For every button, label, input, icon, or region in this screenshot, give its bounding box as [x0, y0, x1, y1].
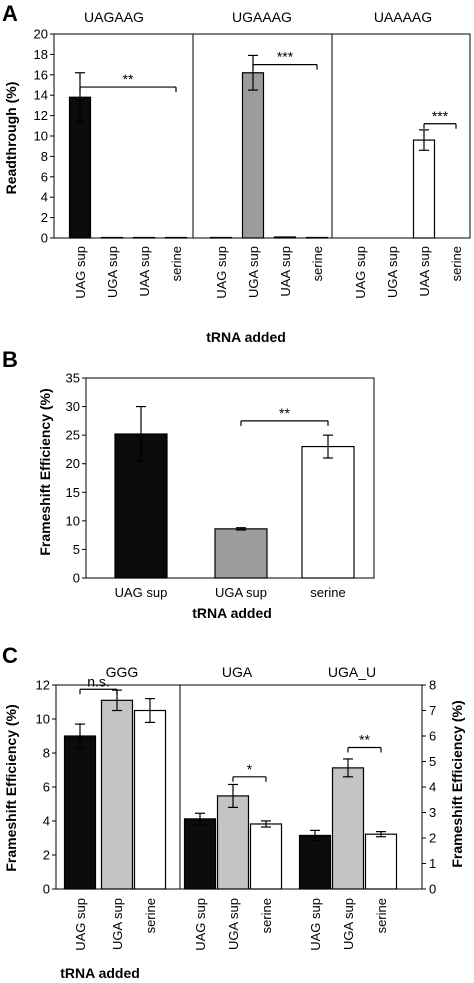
panel-a-sig-2-label: ***: [432, 108, 449, 124]
panel-c-title-ggg: GGG: [106, 664, 139, 680]
panel-c-title-uga: UGA: [222, 664, 253, 680]
panel-c-yr-tick-label-8: 8: [429, 678, 436, 693]
panel-a-xtick-0-2: UAA sup: [137, 246, 152, 297]
panel-a-y-tick-label-7: 14: [34, 88, 48, 103]
panel-c-yl-tick-label-2: 4: [43, 814, 50, 829]
panel-c-xtick-0-1: UGA sup: [110, 898, 125, 950]
panel-a-ylabel: Readthrough (%): [3, 82, 19, 195]
panel-a-y-tick-label-5: 10: [34, 129, 48, 144]
panel-a-y-tick-label-6: 12: [34, 108, 48, 123]
panel-c-bar-1-1: [216, 795, 250, 890]
panel-c-bar-2-1: [331, 767, 365, 890]
panel-a-title-ugaaag: UGAAAG: [232, 9, 292, 25]
panel-a-xtick-0-1: UGA sup: [105, 246, 120, 298]
panel-b-y-tick-label-1: 5: [73, 542, 80, 557]
panel-c-sig-2-label: **: [359, 731, 370, 747]
panel-c-yr-tick-label-4: 4: [429, 780, 436, 795]
panel-c-xtick-0-0: UAG sup: [73, 898, 88, 951]
panel-c-xtick-1-0: UAG sup: [193, 898, 208, 951]
panel-c-xtick-1-1: UGA sup: [226, 898, 241, 950]
panel-c-yl-tick-label-4: 8: [43, 746, 50, 761]
panel-c-xtick-1-2: serine: [259, 898, 274, 933]
panel-c-yr-tick-label-0: 0: [429, 882, 436, 897]
panel-a-xtick-1-3: serine: [310, 246, 325, 281]
panel-letter-c: C: [2, 643, 18, 668]
panel-b-xlabel: tRNA added: [192, 605, 272, 621]
panel-a-xtick-1-0: UAG sup: [214, 246, 229, 299]
panel-b-xtick-2: serine: [310, 585, 345, 600]
panel-b-xtick-0: UAG sup: [115, 585, 168, 600]
panel-a-bar-1-1: [241, 72, 265, 239]
panel-c-yl-tick-label-5: 10: [36, 712, 50, 727]
panel-a-y-tick-label-10: 20: [34, 27, 48, 42]
panel-c-yr-tick-label-3: 3: [429, 805, 436, 820]
panel-c-yr-tick-label-6: 6: [429, 729, 436, 744]
panel-c-yr-tick-label-1: 1: [429, 856, 436, 871]
panel-c-yr-tick-label-5: 5: [429, 754, 436, 769]
panel-c-xtick-2-2: serine: [374, 898, 389, 933]
panel-c-bar-0-0: [63, 735, 97, 890]
panel-b-ylabel: Frameshift Efficiency (%): [37, 388, 53, 555]
panel-c-sig-0-label: n.s.: [87, 673, 110, 689]
panel-c-bar-0-2: [133, 709, 167, 890]
panel-b-bar-2: [301, 445, 355, 579]
panel-b-y-tick-label-4: 20: [66, 456, 80, 471]
panel-a-xtick-0-3: serine: [169, 246, 184, 281]
panel-a-y-tick-label-9: 18: [34, 47, 48, 62]
panel-b-bar-1: [214, 528, 268, 579]
panel-c-yl-tick-label-3: 6: [43, 780, 50, 795]
panel-b-y-tick-label-7: 35: [66, 371, 80, 386]
panel-a-xtick-2-3: serine: [449, 246, 464, 281]
panel-b-y-tick-label-0: 0: [73, 571, 80, 586]
panel-a-xlabel: tRNA added: [206, 329, 286, 345]
panel-c-yr-tick-label-2: 2: [429, 831, 436, 846]
panel-c-yl-tick-label-0: 0: [43, 882, 50, 897]
panel-letter-b: B: [2, 347, 18, 372]
panel-c-bar-2-2: [364, 833, 398, 890]
panel-b-y-tick-label-2: 10: [66, 513, 80, 528]
panel-a-sig-0-label: **: [123, 71, 134, 87]
panel-a-xtick-1-2: UAA sup: [278, 246, 293, 297]
panel-c-xtick-2-1: UGA sup: [341, 898, 356, 950]
panel-c-yl-tick-label-6: 12: [36, 678, 50, 693]
panel-c-title-uga-u: UGA_U: [328, 664, 376, 680]
panel-c-bar-0-1: [100, 699, 134, 890]
panel-a-xtick-2-0: UAG sup: [353, 246, 368, 299]
panel-a-y-tick-label-0: 0: [41, 231, 48, 246]
panel-c-bar-1-2: [249, 823, 283, 890]
panel-c-bar-2-0: [298, 834, 332, 890]
panel-c-xlabel: tRNA added: [60, 965, 140, 981]
panel-a-y-tick-label-4: 8: [41, 149, 48, 164]
panel-a-y-tick-label-1: 2: [41, 210, 48, 225]
panel-b-frame: [85, 377, 375, 579]
panel-b-y-tick-label-6: 30: [66, 399, 80, 414]
panel-a-bar-2-2: [412, 139, 436, 239]
panel-a-xtick-1-1: UGA sup: [246, 246, 261, 298]
panel-letter-a: A: [2, 1, 18, 26]
panel-c-bar-1-0: [183, 818, 217, 890]
panel-a-xtick-2-2: UAA sup: [417, 246, 432, 297]
panel-c-ylabel-left: Frameshift Efficiency (%): [3, 704, 19, 871]
panel-a-title-uaaaag: UAAAAG: [374, 9, 432, 25]
panel-c-yl-tick-label-1: 2: [43, 848, 50, 863]
panel-a-xtick-0-0: UAG sup: [73, 246, 88, 299]
panel-c-ylabel-right: Frameshift Efficiency (%): [449, 700, 465, 867]
panel-c-yr-tick-label-7: 7: [429, 703, 436, 718]
panel-a-sig-1-label: ***: [277, 49, 294, 65]
panel-a-y-tick-label-2: 4: [41, 190, 48, 205]
panel-b-xtick-1: UGA sup: [215, 585, 267, 600]
panel-a-y-tick-label-3: 6: [41, 169, 48, 184]
panel-c-xtick-0-2: serine: [143, 898, 158, 933]
panel-a-xtick-2-1: UGA sup: [385, 246, 400, 298]
panel-a-title-uagaag: UAGAAG: [84, 9, 144, 25]
panel-b-y-tick-label-5: 25: [66, 428, 80, 443]
panel-b-sig-label: **: [279, 405, 290, 421]
panel-c-sig-1-label: *: [247, 761, 253, 777]
panel-b-y-tick-label-3: 15: [66, 485, 80, 500]
panel-a-y-tick-label-8: 16: [34, 67, 48, 82]
panel-c-xtick-2-0: UAG sup: [308, 898, 323, 951]
